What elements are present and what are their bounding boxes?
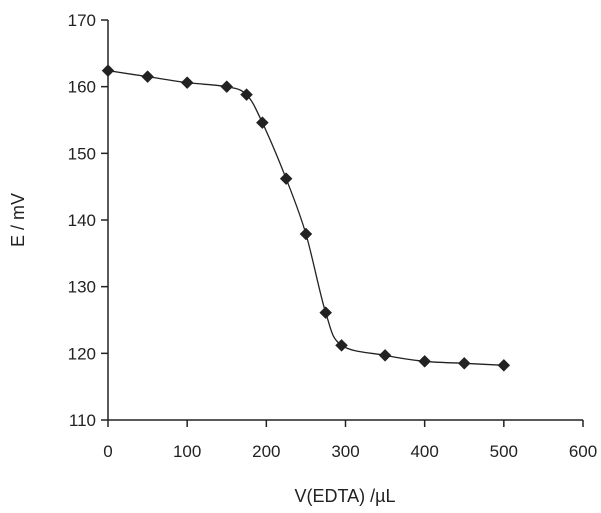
x-axis-title: V(EDTA) /µL xyxy=(294,486,395,506)
y-tick-label: 110 xyxy=(69,411,96,430)
data-point-marker xyxy=(378,348,392,362)
x-tick-label: 100 xyxy=(173,442,201,461)
data-point-marker xyxy=(319,306,333,320)
data-point-marker xyxy=(141,70,154,84)
y-tick-label: 150 xyxy=(68,144,96,163)
x-tick-label: 0 xyxy=(103,442,112,461)
x-tick-label: 200 xyxy=(252,442,280,461)
data-markers xyxy=(101,64,511,372)
data-point-marker xyxy=(335,338,348,352)
y-axis-title: E / mV xyxy=(8,193,28,247)
axis-ticks: 0 100 200 300 400 500 600 110 120 130 140 150 160 170 xyxy=(68,11,598,461)
x-tick-label: 500 xyxy=(490,442,518,461)
data-point-marker xyxy=(180,76,194,90)
data-point-marker xyxy=(101,64,115,78)
data-point-marker xyxy=(279,172,293,186)
series-curve xyxy=(107,70,504,366)
y-tick-label: 130 xyxy=(68,278,96,297)
y-tick-label: 120 xyxy=(68,344,96,363)
data-point-marker xyxy=(457,356,471,370)
y-tick-label: 160 xyxy=(68,78,96,97)
plot-area: 0 100 200 300 400 500 600 110 120 130 140 150 160 170 xyxy=(68,11,598,461)
x-tick-label: 600 xyxy=(569,442,597,461)
x-tick-label: 400 xyxy=(410,442,438,461)
data-point-marker xyxy=(299,227,313,241)
data-point-marker xyxy=(256,116,269,130)
y-tick-label: 170 xyxy=(68,11,96,30)
data-point-marker xyxy=(497,358,511,372)
data-point-marker xyxy=(220,80,234,94)
data-point-marker xyxy=(240,88,253,102)
y-tick-label: 140 xyxy=(68,211,96,230)
x-tick-label: 300 xyxy=(331,442,359,461)
data-point-marker xyxy=(418,354,432,368)
